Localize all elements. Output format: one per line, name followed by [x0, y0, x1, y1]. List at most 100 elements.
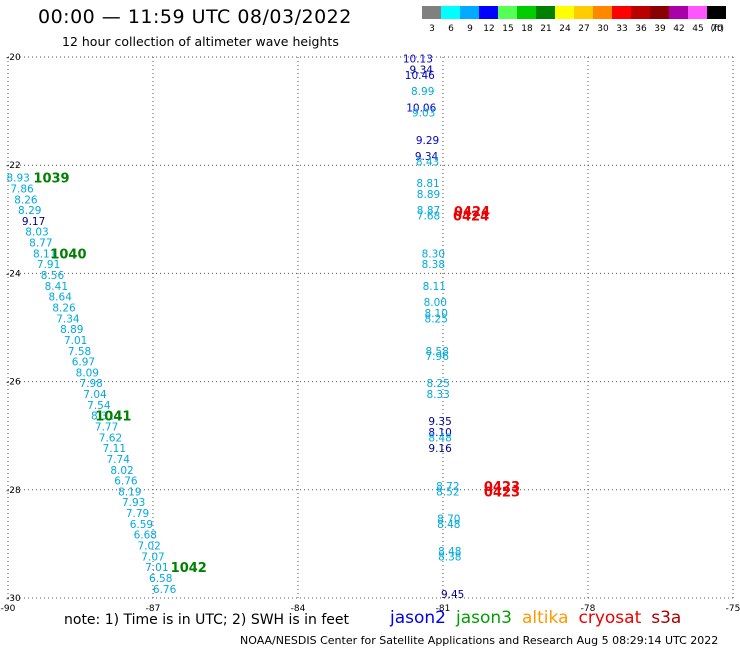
wave-height-label: 6.76: [114, 476, 138, 488]
wave-height-label: 6.76: [153, 584, 177, 596]
legend-swatch: [612, 6, 631, 19]
wave-height-label: 8.03: [25, 227, 48, 239]
satellite-s3a: s3a: [651, 608, 682, 628]
legend-swatch: [517, 6, 536, 19]
legend-label: 12: [483, 24, 494, 34]
legend-label: 42: [673, 24, 684, 34]
legend-label: 24: [559, 24, 571, 34]
wave-height-label: 7.02: [137, 541, 160, 553]
wave-height-label: 8.43: [416, 156, 439, 168]
wave-height-label: 9.34: [410, 64, 434, 76]
x-tick-label: -78: [581, 604, 596, 614]
wave-height-label: 7.04: [83, 389, 107, 401]
wave-height-label: 7.62: [99, 432, 122, 444]
legend-swatch: [422, 6, 441, 19]
wave-height-label: 8.56: [41, 270, 65, 282]
legend-swatch: [593, 6, 612, 19]
wave-height-label: 7.96: [426, 351, 450, 363]
wave-height-label: 7.77: [95, 422, 118, 434]
wave-height-label: 9.03: [412, 108, 435, 120]
satellite-legend: jason2 jason3 altika cryosat s3a: [390, 608, 691, 628]
wave-height-label: 6.58: [149, 573, 172, 585]
satellite-jason3: jason3: [456, 608, 512, 628]
wave-height-label: 8.48: [428, 432, 451, 444]
wave-height-label: 8.52: [436, 486, 459, 498]
y-tick-label: -22: [6, 161, 21, 171]
wave-height-label: 8.48: [437, 519, 460, 531]
y-tick-label: -30: [6, 594, 21, 604]
wave-height-label: 7.93: [122, 497, 145, 509]
legend-label: 18: [521, 24, 533, 34]
legend-label: 33: [616, 24, 627, 34]
wave-height-label: 10.06: [406, 102, 436, 114]
wave-height-label: 8.33: [426, 389, 449, 401]
legend-swatch: [707, 6, 726, 19]
legend-label: 45: [692, 24, 703, 34]
x-tick-label: -87: [146, 604, 161, 614]
wave-height-label: 8.29: [18, 205, 41, 217]
wave-height-label: 8.02: [110, 465, 133, 477]
wave-height-label: 10.13: [403, 54, 433, 66]
wave-height-label: 8.31: [91, 411, 114, 423]
legend-label: 9: [467, 24, 473, 34]
wave-height-label: 7.68: [417, 211, 440, 223]
wave-height-label: 7.01: [64, 335, 87, 347]
wave-height-label: 8.70: [437, 513, 460, 525]
satellite-altika: altika: [522, 608, 569, 628]
legend-swatch: [460, 6, 479, 19]
y-tick-label: -26: [6, 378, 21, 388]
x-tick-label: -75: [726, 604, 740, 614]
legend-swatch: [479, 6, 498, 19]
wave-height-label: 8.48: [438, 546, 461, 558]
color-legend: 3 6 9 12 15 18 21 24 27 30 33 36 39 42 45 70(ft): [422, 6, 726, 34]
legend-swatch: [650, 6, 669, 19]
wave-height-label: 9.34: [415, 151, 439, 163]
wave-height-label: 9.35: [428, 416, 451, 428]
wave-height-label: 8.38: [438, 551, 461, 563]
wave-height-label: 8.89: [417, 189, 440, 201]
wave-height-label: 9.17: [22, 216, 45, 228]
legend-swatch: [536, 6, 555, 19]
wave-height-label: 7.34: [56, 313, 80, 325]
pass-time-label: 0424: [454, 205, 490, 220]
wave-height-label: 6.68: [134, 530, 157, 542]
wave-height-label: 8.11: [423, 281, 446, 293]
legend-swatch: [631, 6, 650, 19]
wave-height-label: 8.25: [426, 378, 449, 390]
legend-label: 6: [448, 24, 454, 34]
wave-height-label: 8.30: [422, 248, 445, 260]
pass-time-label: 0424: [453, 210, 489, 225]
chart-title: 00:00 — 11:59 UTC 08/03/2022: [38, 6, 352, 28]
pass-time-label: 1041: [95, 410, 131, 425]
x-tick-label: -90: [1, 604, 16, 614]
legend-swatch: [574, 6, 593, 19]
wave-height-label: 8.87: [417, 205, 440, 217]
x-tick-label: -81: [436, 604, 451, 614]
wave-height-label: 8.10: [428, 427, 451, 439]
wave-height-label: 8.58: [426, 346, 449, 358]
plot-area: -90 -87 -84 -81 -78 -75 -20 -22 -24 -26 -28 -30 8.93…: [1, 53, 740, 614]
wave-height-label: 7.58: [68, 346, 91, 358]
legend-swatch: [688, 6, 707, 19]
pass-time-label: 0423: [484, 480, 520, 495]
wave-height-label: 7.54: [87, 400, 111, 412]
wave-height-label: 7.79: [126, 508, 149, 520]
legend-swatch: [555, 6, 574, 19]
legend-swatch: [669, 6, 688, 19]
pass-time-label: 1039: [33, 172, 69, 187]
y-tick-label: -24: [6, 269, 21, 279]
satellite-cryosat: cryosat: [578, 608, 642, 628]
wave-height-label: 8.38: [422, 259, 445, 271]
wave-height-label: 7.11: [103, 443, 126, 455]
wave-height-label: 8.64: [49, 292, 73, 304]
y-tick-label: -20: [6, 53, 21, 63]
satellite-jason2: jason2: [390, 608, 446, 628]
wave-height-label: 8.11: [33, 248, 56, 260]
wave-height-label: 8.93: [6, 173, 29, 185]
wave-height-label: 8.72: [436, 481, 459, 493]
legend-swatch: [441, 6, 460, 19]
footer-note: note: 1) Time is in UTC; 2) SWH is in fe…: [64, 612, 350, 628]
pass-time-label: 0423: [484, 485, 520, 500]
wave-height-label: 8.81: [416, 178, 439, 190]
